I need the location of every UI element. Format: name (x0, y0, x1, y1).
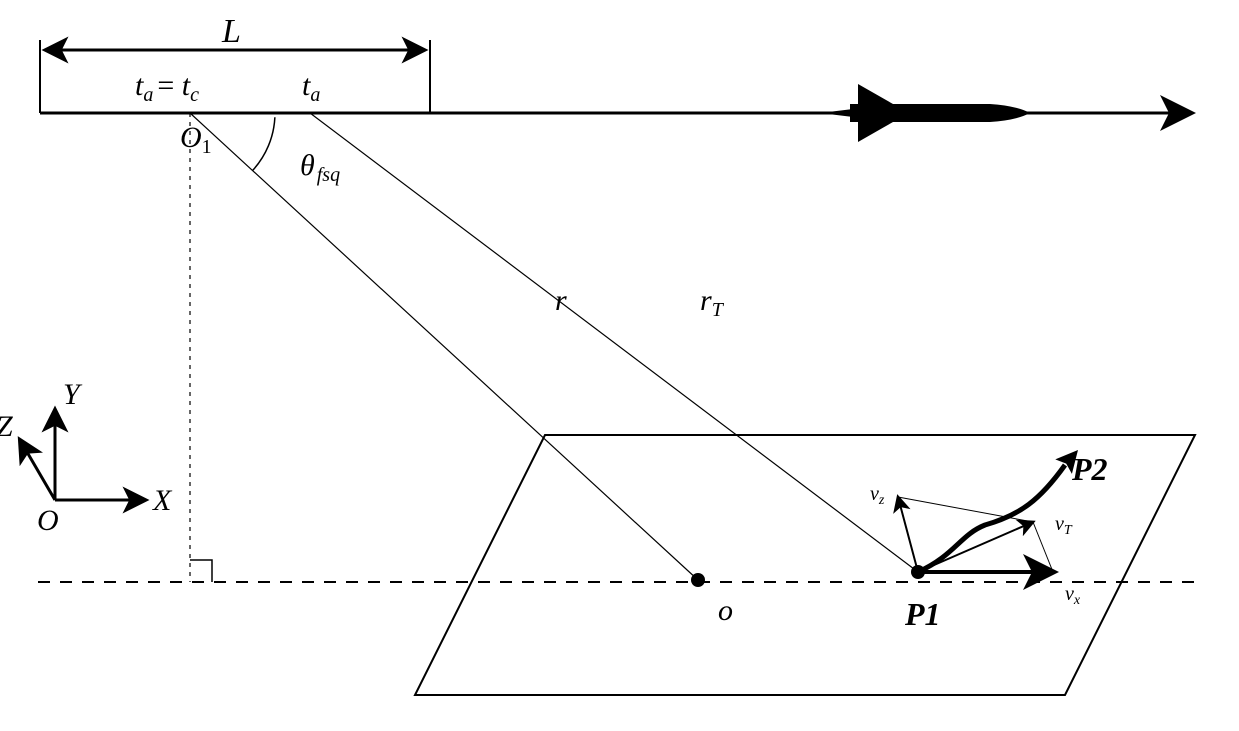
svg-text:ta: ta (302, 69, 320, 106)
label-ta: ta (302, 69, 320, 106)
angle-arc (253, 117, 275, 170)
svg-text:ta= tc: ta= tc (135, 69, 199, 106)
svg-text:O1: O1 (180, 121, 212, 158)
trajectory-curve (918, 465, 1065, 572)
svg-text:X: X (152, 484, 173, 517)
missile-icon (820, 84, 1030, 142)
label-o: o (718, 594, 733, 627)
right-angle-icon (190, 560, 212, 582)
svg-text:P1: P1 (904, 596, 941, 632)
svg-text:vT: vT (1055, 513, 1073, 538)
label-rT: rT (700, 284, 725, 321)
label-L: L (221, 13, 241, 50)
svg-text:O: O (37, 504, 59, 537)
svg-text:vx: vx (1065, 583, 1081, 608)
ray-r (190, 113, 698, 580)
dimension-L: L (40, 13, 430, 113)
svg-text:Z: Z (0, 410, 13, 443)
svg-text:Y: Y (63, 378, 83, 411)
label-theta: θfsq (300, 149, 340, 186)
coord-frame: X Y Z O (0, 378, 173, 537)
label-r: r (555, 284, 567, 317)
point-P1: P1 vx vz vT (870, 483, 1081, 632)
point-o (691, 573, 705, 587)
svg-text:vz: vz (870, 483, 885, 508)
label-P2: P2 (1071, 451, 1108, 487)
